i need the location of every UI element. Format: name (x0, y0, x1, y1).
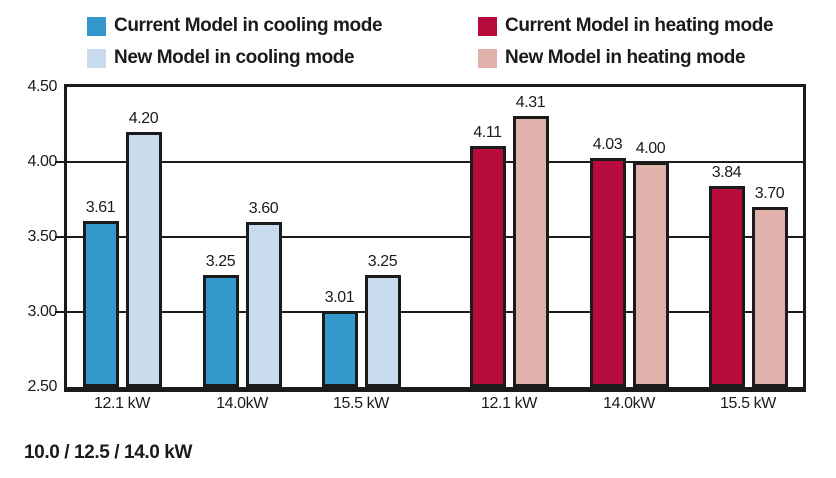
bar-heating-new-14.0kW (632, 162, 669, 387)
bar-heating-current-15.5kW (708, 186, 745, 387)
y-tick-mark (55, 236, 64, 238)
bar-value-label: 4.20 (128, 110, 159, 127)
bar-value-label: 3.60 (248, 200, 279, 217)
bar-heating-current-12.1kW (469, 145, 506, 387)
legend-swatch-current-cooling (87, 16, 106, 36)
capacity-footnote: 10.0 / 12.5 / 14.0 kW (24, 442, 192, 463)
gridline-4.00 (67, 161, 803, 163)
bar-value-label: 3.25 (205, 252, 236, 270)
bar-cooling-current-14.0kW (202, 274, 239, 387)
x-tick-label-heating-0: 12.1 kW (481, 395, 537, 412)
y-tick-label: 4.00 (27, 153, 57, 170)
legend-item-new-heating: New Model in heating mode (478, 47, 746, 68)
bar-cooling-current-15.5kW (321, 310, 358, 387)
plot-frame (64, 84, 806, 392)
legend-swatch-new-heating (478, 48, 497, 68)
bar-value-label: 3.61 (85, 198, 116, 216)
bar-value-label: 4.03 (592, 135, 623, 153)
y-tick-label: 3.50 (27, 228, 57, 245)
gridline-3.50 (67, 236, 803, 238)
x-tick-label-cooling-1: 14.0kW (216, 395, 268, 412)
y-tick-label: 3.00 (27, 303, 57, 320)
y-tick-label: 4.50 (27, 78, 57, 95)
legend-item-new-cooling: New Model in cooling mode (87, 47, 355, 68)
bar-heating-current-14.0kW (589, 157, 626, 387)
legend-swatch-current-heating (478, 16, 497, 36)
bar-cooling-current-12.1kW (82, 220, 119, 387)
legend-swatch-new-cooling (87, 48, 106, 68)
x-tick-label-cooling-0: 12.1 kW (94, 395, 150, 412)
legend-label-current-cooling: Current Model in cooling mode (114, 15, 383, 36)
bar-value-label: 3.01 (324, 288, 355, 306)
x-tick-label-heating-2: 15.5 kW (720, 395, 776, 412)
bar-cooling-new-12.1kW (125, 132, 162, 387)
legend-item-current-heating: Current Model in heating mode (478, 15, 774, 36)
x-tick-label-cooling-2: 15.5 kW (333, 395, 389, 412)
bar-value-label: 4.00 (635, 140, 666, 157)
x-axis: 12.1 kW 14.0kW 15.5 kW 12.1 kW 14.0kW 15.5 kW (67, 395, 803, 415)
y-tick-label: 2.50 (27, 378, 57, 395)
legend-label-new-heating: New Model in heating mode (505, 47, 746, 68)
bar-value-label: 3.70 (754, 185, 785, 202)
y-tick-mark (55, 161, 64, 163)
bar-cooling-new-14.0kW (245, 222, 282, 387)
gridline-3.00 (67, 311, 803, 313)
bar-value-label: 3.25 (367, 252, 398, 270)
bar-value-label: 4.31 (515, 93, 546, 111)
bar-cooling-new-15.5kW (364, 274, 401, 387)
x-tick-label-heating-1: 14.0kW (603, 395, 655, 412)
bar-value-label: 4.11 (473, 123, 502, 141)
legend-label-current-heating: Current Model in heating mode (505, 15, 774, 36)
bar-value-label: 3.84 (711, 164, 742, 181)
legend-item-current-cooling: Current Model in cooling mode (87, 15, 383, 36)
plot-area: 3.61 4.20 3.25 3.60 3.01 3.25 4.11 4.31 4.03 4.00… (67, 87, 803, 387)
bar-heating-new-12.1kW (512, 115, 549, 387)
bar-heating-new-15.5kW (751, 207, 788, 387)
y-tick-mark (55, 311, 64, 313)
legend-label-new-cooling: New Model in cooling mode (114, 47, 355, 68)
